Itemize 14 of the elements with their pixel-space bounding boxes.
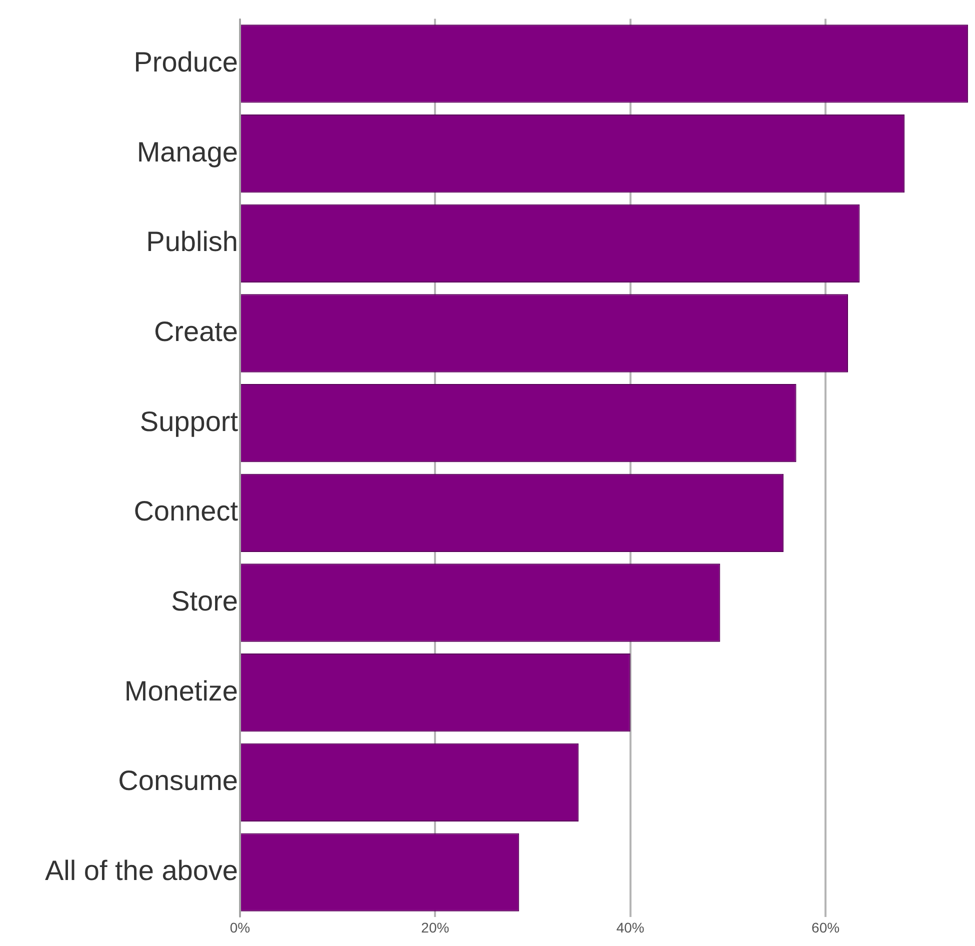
x-tick-label: 60% [812, 919, 840, 936]
y-tick-label: Produce [134, 46, 238, 78]
x-tick-label: 20% [421, 919, 450, 936]
y-tick-label: Publish [146, 226, 238, 258]
y-tick-label: Support [140, 406, 238, 437]
y-tick-label: Consume [118, 765, 238, 796]
x-tick-label: 40% [616, 919, 644, 936]
y-tick-label: Store [171, 585, 238, 616]
y-tick-label: All of the above [44, 855, 238, 886]
y-tick-label: Monetize [124, 675, 238, 706]
y-tick-label: Connect [134, 496, 238, 527]
x-tick-label: 0% [230, 919, 250, 936]
y-tick-label: Manage [136, 136, 238, 168]
y-tick-label: Create [154, 316, 238, 347]
